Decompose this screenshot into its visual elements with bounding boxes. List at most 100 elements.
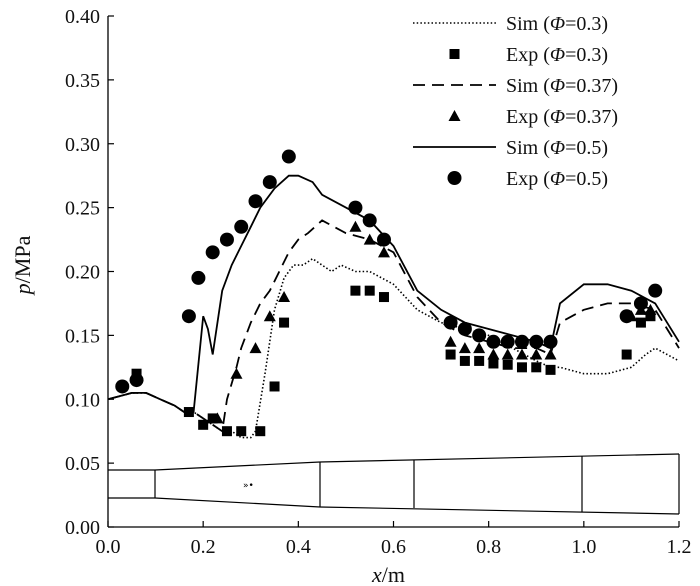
- y-axis-unit: /MPa: [10, 235, 35, 283]
- legend-label-prefix: Sim (: [506, 13, 550, 35]
- exp-point-triangle: [230, 367, 243, 379]
- exp-point-square: [545, 364, 556, 375]
- x-tick-label: 0.0: [96, 536, 121, 558]
- x-tick-label: 1.0: [571, 536, 596, 558]
- legend-item: Exp (Φ=0.3): [449, 44, 608, 66]
- exp-point-triangle: [530, 348, 543, 360]
- exp-point-triangle: [349, 220, 362, 232]
- schematic-bottom-wall: [154, 497, 321, 508]
- legend-label-suffix: =0.5): [565, 168, 608, 190]
- exp-point-square: [279, 317, 290, 328]
- exp-point-square: [364, 285, 375, 296]
- x-tick-label: 0.8: [476, 536, 501, 558]
- exp-point-circle: [619, 309, 634, 324]
- legend-swatch-triangle: [448, 110, 461, 121]
- schematic-injector-icon: »•: [243, 481, 254, 491]
- exp-point-circle: [362, 213, 377, 228]
- exp-point-square: [269, 381, 280, 392]
- legend-label-phi: Φ: [550, 168, 565, 190]
- legend-label-prefix: Exp (: [506, 168, 550, 190]
- legend-label-phi: Φ: [550, 13, 565, 35]
- x-tick-label: 0.4: [286, 536, 311, 558]
- legend-label-prefix: Sim (: [506, 137, 550, 159]
- legend-label-phi: Φ: [550, 137, 565, 159]
- exp-point-square: [459, 355, 470, 366]
- x-tick-label: 0.2: [191, 536, 216, 558]
- legend-item: Exp (Φ=0.5): [447, 168, 608, 190]
- legend-label-prefix: Sim (: [506, 75, 550, 97]
- legend-item: Sim (Φ=0.5): [413, 137, 608, 159]
- exp-point-triangle: [458, 342, 471, 354]
- y-tick-label: 0.00: [65, 517, 100, 539]
- exp-point-triangle: [644, 303, 657, 315]
- x-tick-label: 1.2: [667, 536, 692, 558]
- legend-item: Sim (Φ=0.37): [413, 75, 618, 97]
- exp-point-circle: [543, 334, 558, 349]
- legend-label-prefix: Exp (: [506, 44, 550, 66]
- exp-point-triangle: [249, 342, 262, 354]
- exp-point-circle: [500, 334, 515, 349]
- legend-label: Exp (Φ=0.3): [506, 44, 608, 66]
- exp-point-circle: [457, 321, 472, 336]
- exp-point-circle: [205, 245, 220, 260]
- legend-label-phi: Φ: [550, 106, 565, 128]
- exp-point-square: [621, 349, 632, 360]
- legend-label: Sim (Φ=0.3): [506, 13, 608, 35]
- legend-label-prefix: Exp (: [506, 106, 550, 128]
- exp-point-triangle: [377, 246, 390, 258]
- exp-point-circle: [191, 270, 206, 285]
- sim-line-solid: [107, 174, 680, 413]
- y-tick-label: 0.10: [65, 389, 100, 411]
- plot-layer: [107, 149, 680, 439]
- exp-point-circle: [219, 232, 234, 247]
- exp-point-triangle: [363, 233, 376, 245]
- exp-point-triangle: [473, 342, 486, 354]
- exp-point-circle: [486, 334, 501, 349]
- exp-point-circle: [376, 232, 391, 247]
- legend-label-suffix: =0.5): [565, 137, 608, 159]
- exp-point-circle: [181, 309, 196, 324]
- exp-point-square: [198, 419, 209, 430]
- exp-point-square: [207, 413, 218, 424]
- exp-point-square: [378, 292, 389, 303]
- exp-point-square: [183, 407, 194, 418]
- exp-point-triangle: [444, 335, 457, 347]
- legend-label-suffix: =0.3): [565, 13, 608, 35]
- legend-label: Exp (Φ=0.5): [506, 168, 608, 190]
- exp-point-circle: [248, 194, 263, 209]
- legend-swatch-square: [449, 49, 460, 59]
- y-tick-label: 0.30: [65, 134, 100, 156]
- y-tick-label: 0.05: [65, 453, 100, 475]
- y-axis-title: p/MPa: [10, 235, 35, 296]
- exp-point-triangle: [501, 348, 514, 360]
- y-tick-label: 0.25: [65, 198, 100, 220]
- combustor-schematic: »•: [108, 453, 680, 515]
- exp-point-circle: [633, 296, 648, 311]
- exp-point-triangle: [515, 348, 528, 360]
- exp-point-triangle: [211, 412, 224, 424]
- legend-label-phi: Φ: [550, 75, 565, 97]
- exp-point-square: [502, 359, 513, 370]
- exp-point-square: [445, 349, 456, 360]
- exp-point-square: [255, 426, 266, 437]
- exp-point-circle: [348, 200, 363, 215]
- exp-point-square: [474, 355, 485, 366]
- legend-swatch-circle: [447, 171, 462, 185]
- legend-label: Exp (Φ=0.37): [506, 106, 618, 128]
- exp-point-square: [531, 362, 542, 373]
- legend-label: Sim (Φ=0.37): [506, 75, 618, 97]
- exp-point-circle: [115, 379, 130, 394]
- x-axis-var: x: [371, 562, 382, 586]
- legend-item: Sim (Φ=0.3): [413, 13, 608, 35]
- x-tick-label: 0.6: [381, 536, 406, 558]
- schematic-top-wall: [154, 461, 321, 471]
- legend-label-suffix: =0.37): [565, 75, 618, 97]
- y-tick-label: 0.20: [65, 262, 100, 284]
- legend-label: Sim (Φ=0.5): [506, 137, 608, 159]
- schematic-bottom-wall: [319, 506, 680, 515]
- exp-point-triangle: [544, 348, 557, 360]
- exp-point-square: [350, 285, 361, 296]
- legend-item: Exp (Φ=0.37): [448, 106, 618, 128]
- x-axis-title: x/m: [371, 562, 405, 586]
